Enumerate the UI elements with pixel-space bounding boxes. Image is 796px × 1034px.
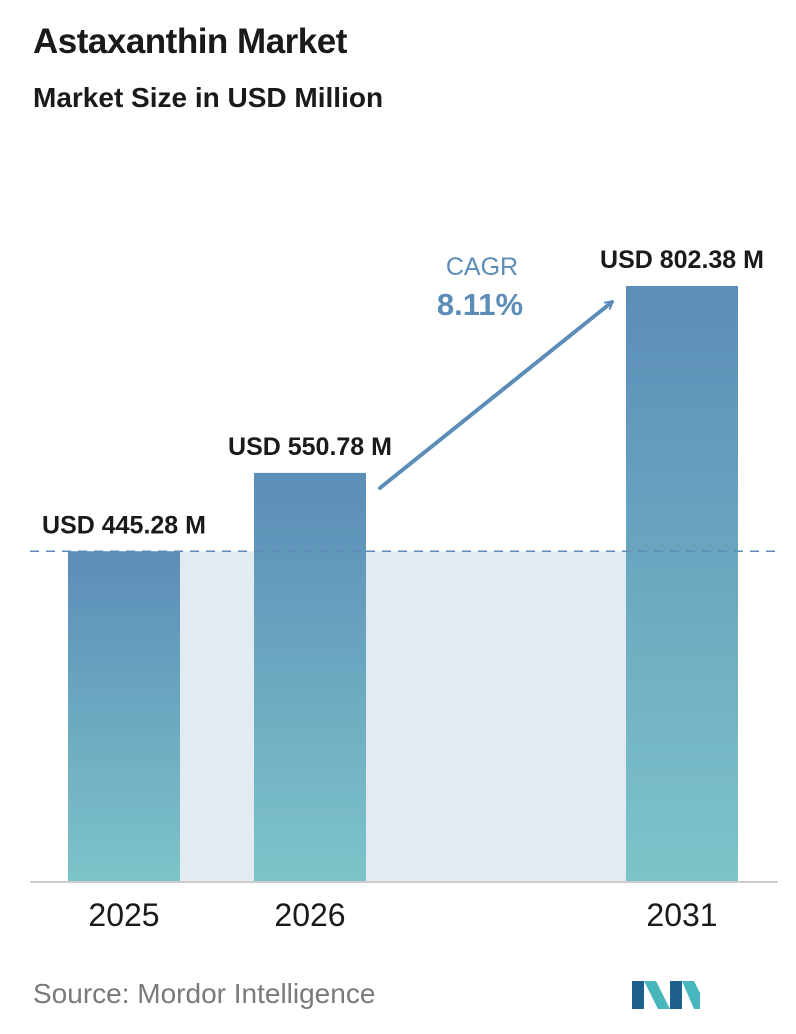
data-label-2025: USD 445.28 M	[42, 511, 206, 539]
x-tick-label-2026: 2026	[274, 897, 345, 933]
mordor-intelligence-logo-icon	[632, 981, 700, 1009]
cagr-label: CAGR	[446, 253, 518, 281]
chart-title: Astaxanthin Market	[33, 22, 347, 61]
x-tick-label-2031: 2031	[646, 897, 717, 933]
chart-subtitle: Market Size in USD Million	[33, 82, 384, 113]
bar-2025	[68, 551, 180, 882]
bar-2031	[626, 286, 738, 882]
data-label-2031: USD 802.38 M	[600, 246, 764, 274]
cagr-arrow	[378, 300, 614, 490]
cagr-value: 8.11%	[437, 287, 523, 322]
x-tick-label-2025: 2025	[88, 897, 159, 933]
bar-chart: USD 445.28 M 2025 USD 550.78 M 2026 USD 802.…	[30, 246, 782, 933]
data-label-2026: USD 550.78 M	[228, 433, 392, 461]
bar-2026	[254, 472, 366, 882]
source-note: Source: Mordor Intelligence	[33, 978, 376, 1009]
